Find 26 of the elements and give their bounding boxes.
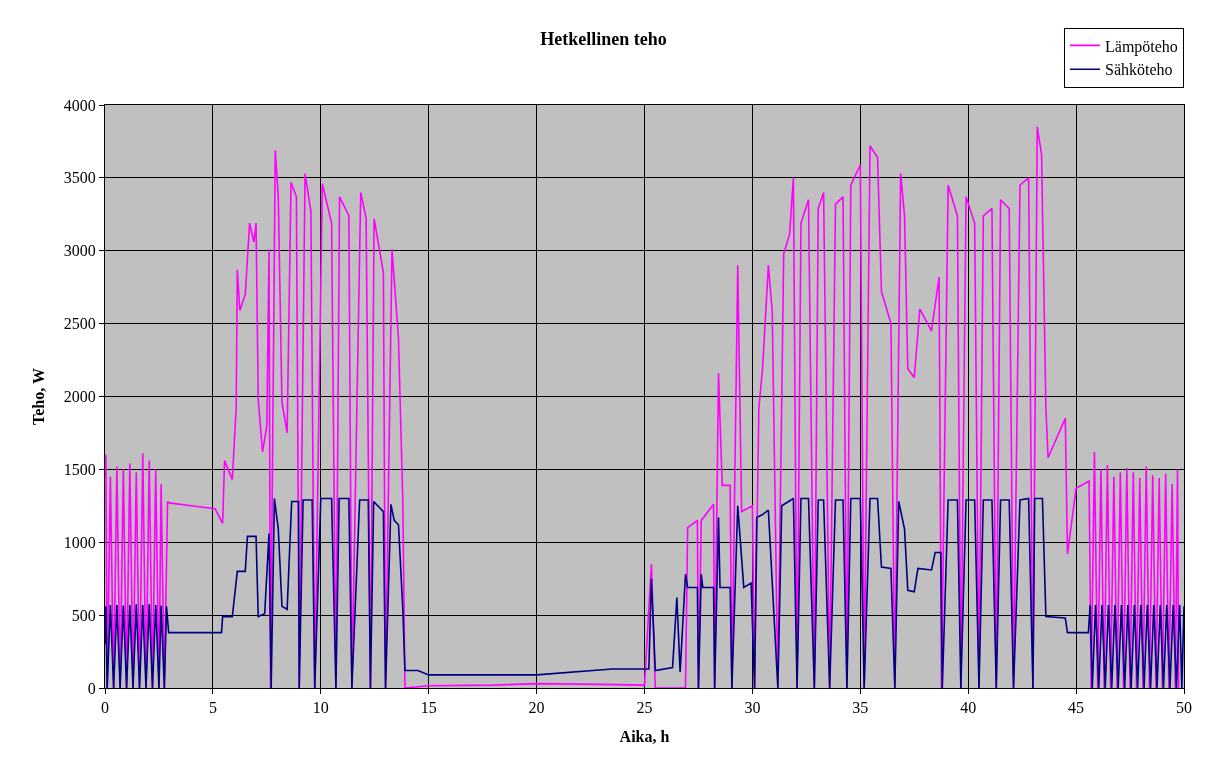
y-tick-label: 1000 — [63, 533, 96, 551]
x-tick-label: 30 — [744, 699, 761, 717]
legend-label: Lämpöteho — [1105, 37, 1178, 56]
x-tick-label: 15 — [420, 699, 437, 717]
x-tick-label: 40 — [960, 699, 977, 717]
y-tick-label: 3000 — [63, 242, 96, 260]
x-tick-label: 35 — [852, 699, 869, 717]
chart-title: Hetkellinen teho — [540, 28, 667, 49]
y-tick-label: 3500 — [63, 169, 96, 187]
y-tick-label: 500 — [71, 606, 96, 624]
x-tick-label: 10 — [312, 699, 329, 717]
x-tick-label: 50 — [1176, 699, 1192, 717]
y-tick-label: 2500 — [63, 315, 96, 333]
x-tick-label: 0 — [101, 699, 109, 717]
y-axis-title: Teho, W — [29, 368, 47, 425]
x-tick-label: 5 — [208, 699, 217, 717]
x-axis-title: Aika, h — [619, 727, 670, 745]
x-tick-label: 20 — [528, 699, 545, 717]
x-tick-label: 45 — [1068, 699, 1085, 717]
x-tick-label: 25 — [636, 699, 653, 717]
line-series — [105, 126, 1180, 688]
y-tick-label: 2000 — [63, 388, 96, 406]
y-tick-label: 4000 — [63, 96, 96, 114]
y-tick-label: 0 — [87, 679, 96, 697]
legend-label: Sähköteho — [1105, 61, 1173, 79]
y-tick-label: 1500 — [63, 460, 96, 478]
